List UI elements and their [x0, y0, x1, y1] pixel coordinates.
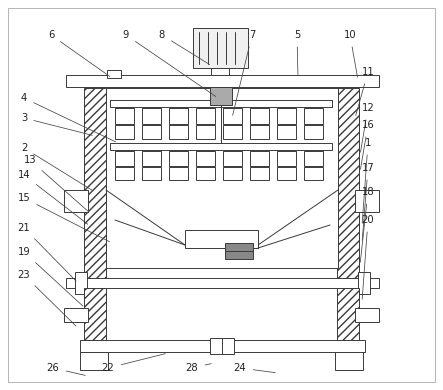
Text: 20: 20 [361, 215, 374, 299]
Bar [169, 125, 188, 139]
Bar [211, 68, 229, 76]
Bar [337, 288, 359, 340]
Bar [196, 125, 215, 139]
Text: 8: 8 [159, 30, 210, 64]
Bar [223, 125, 242, 139]
Text: 24: 24 [234, 363, 275, 373]
Bar [169, 151, 188, 166]
Bar [115, 151, 134, 166]
Text: 5: 5 [294, 30, 300, 75]
Bar [250, 151, 269, 166]
Bar [64, 308, 88, 322]
Bar [84, 88, 106, 288]
Text: 12: 12 [361, 103, 374, 152]
Text: 7: 7 [233, 30, 255, 115]
Text: 13: 13 [23, 155, 88, 211]
Bar [223, 151, 242, 166]
Text: 14: 14 [18, 170, 88, 224]
Bar [115, 125, 134, 139]
Bar [106, 88, 338, 268]
Bar [196, 167, 215, 180]
Bar [110, 143, 332, 150]
Bar [142, 125, 161, 139]
Bar [277, 125, 296, 139]
Bar [304, 151, 323, 166]
Bar [250, 108, 269, 124]
Bar [304, 125, 323, 139]
Bar [210, 338, 234, 354]
Text: 4: 4 [21, 93, 116, 142]
Bar [250, 125, 269, 139]
Bar [337, 88, 359, 288]
Bar [142, 108, 161, 124]
Bar [250, 167, 269, 180]
Text: 17: 17 [361, 163, 374, 240]
Text: 22: 22 [101, 354, 165, 373]
Bar [110, 100, 332, 107]
Bar [66, 278, 379, 288]
Bar [75, 272, 87, 294]
Bar [355, 308, 379, 322]
Bar [277, 108, 296, 124]
Bar [66, 75, 379, 87]
Bar [84, 288, 106, 340]
Bar [358, 272, 370, 294]
Text: 9: 9 [123, 30, 216, 96]
Bar [304, 167, 323, 180]
Text: 21: 21 [18, 223, 76, 281]
Bar [210, 87, 232, 105]
Text: 23: 23 [18, 270, 76, 326]
Bar [196, 151, 215, 166]
Bar [304, 108, 323, 124]
Bar [355, 190, 379, 212]
Bar [142, 151, 161, 166]
Bar [80, 340, 365, 352]
Text: 28: 28 [186, 363, 211, 373]
Bar [80, 352, 108, 370]
Bar [277, 167, 296, 180]
Bar [107, 70, 121, 78]
Bar [64, 190, 88, 212]
Text: 6: 6 [48, 30, 110, 76]
Text: 2: 2 [21, 143, 93, 191]
Bar [277, 151, 296, 166]
Text: 11: 11 [356, 67, 374, 115]
Bar [185, 230, 258, 248]
Bar [115, 108, 134, 124]
Text: 16: 16 [361, 120, 374, 169]
Bar [169, 167, 188, 180]
Bar [142, 167, 161, 180]
Bar [223, 167, 242, 180]
Bar [335, 352, 363, 370]
Text: 15: 15 [18, 193, 109, 242]
Bar [193, 28, 248, 68]
Text: 1: 1 [362, 138, 371, 223]
Text: 26: 26 [47, 363, 85, 376]
Bar [223, 108, 242, 124]
Bar [115, 167, 134, 180]
Bar [225, 243, 253, 259]
Text: 3: 3 [21, 113, 92, 135]
Text: 10: 10 [344, 30, 358, 77]
Bar [169, 108, 188, 124]
Text: 18: 18 [360, 187, 374, 262]
Bar [196, 108, 215, 124]
Text: 19: 19 [18, 247, 83, 306]
